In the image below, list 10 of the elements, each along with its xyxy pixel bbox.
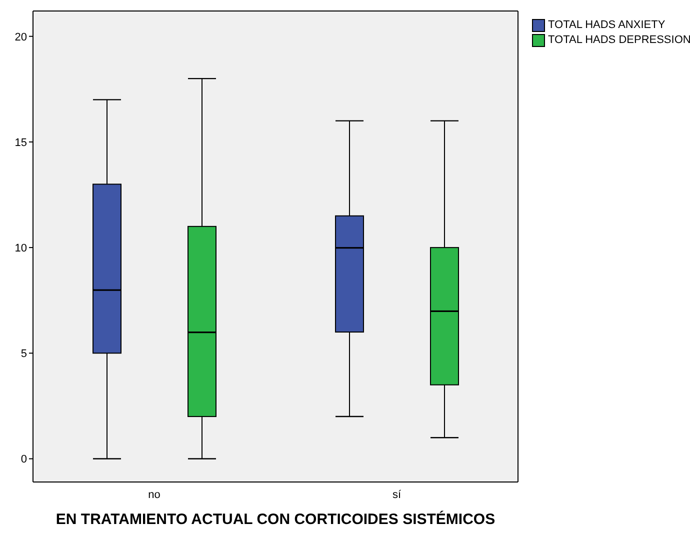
y-tick-label: 15 — [14, 136, 27, 149]
legend-label: TOTAL HADS ANXIETY — [548, 18, 666, 33]
x-tick-label: sí — [392, 488, 402, 501]
y-tick-label: 10 — [14, 242, 27, 254]
x-axis-title: EN TRATAMIENTO ACTUAL CON CORTICOIDES SISTÉMICOS — [54, 511, 496, 528]
y-tick-label: 0 — [20, 454, 27, 466]
y-tick-label: 20 — [14, 31, 27, 44]
x-tick-label: no — [148, 488, 160, 501]
legend-label: TOTAL HADS DEPRESSION — [548, 33, 690, 48]
y-tick-label: 5 — [20, 348, 27, 360]
